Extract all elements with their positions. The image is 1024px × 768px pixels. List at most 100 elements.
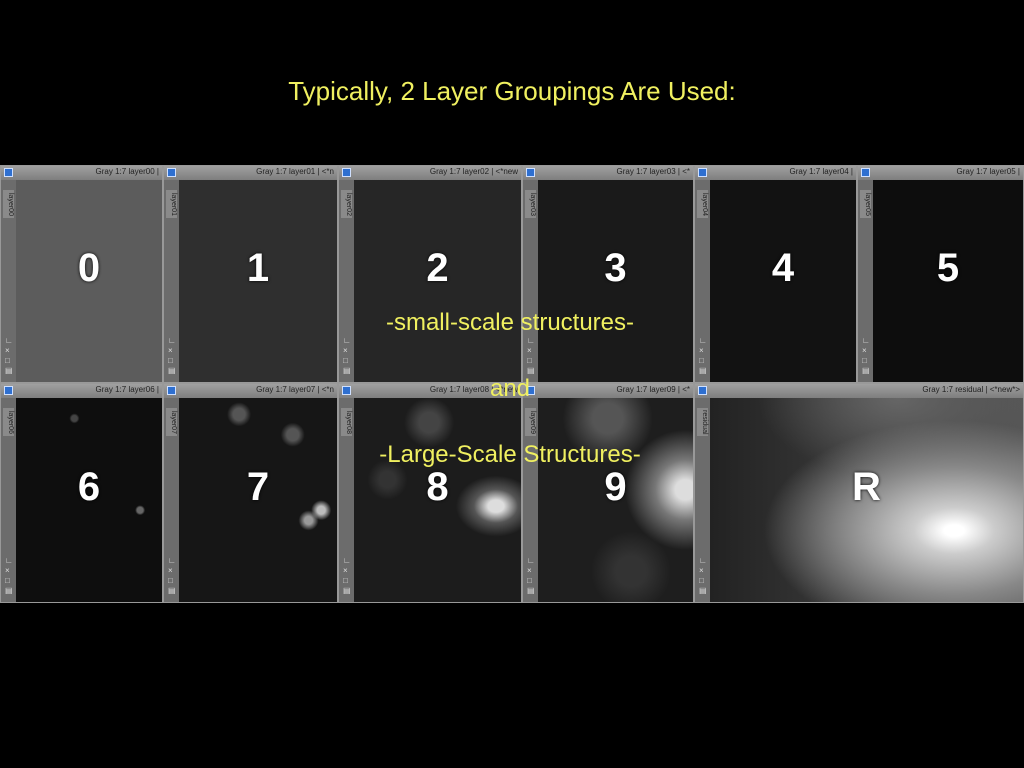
window-title: Gray 1:7 layer04 | (789, 167, 853, 176)
image-window: Gray 1:7 layer00 | layer00 ∟ × □ ▤ 0 (0, 165, 163, 383)
image-window: Gray 1:7 layer08 | <*new layer08 ∟ × □ ▤ 8 (338, 383, 522, 603)
tab-strip: layer04 ∟ × □ ▤ (695, 180, 710, 382)
tab-strip: layer06 ∟ × □ ▤ (1, 398, 16, 602)
overlay-text: -small-scale structures- (385, 309, 635, 336)
title-bar: Gray 1:7 layer00 | (1, 166, 162, 180)
tab-strip: layer08 ∟ × □ ▤ (339, 398, 354, 602)
window-title: Gray 1:7 layer09 | <* (616, 385, 690, 394)
title-bar: Gray 1:7 layer09 | <* (523, 384, 693, 398)
layer-label: 5 (936, 246, 960, 290)
title-bar: Gray 1:7 layer01 | <*n (164, 166, 337, 180)
strip-icons: ∟ × □ ▤ (343, 336, 351, 375)
strip-icons: ∟ × □ ▤ (5, 336, 13, 375)
image-window: Gray 1:7 layer03 | <* layer03 ∟ × □ ▤ 3 (522, 165, 694, 383)
title-bar: Gray 1:7 layer06 | (1, 384, 162, 398)
layer-label: 8 (426, 465, 449, 509)
layer-label: 2 (426, 246, 449, 290)
image-view (354, 398, 521, 602)
image-view (179, 398, 337, 602)
title-bar: Gray 1:7 layer03 | <* (523, 166, 693, 180)
image-view (873, 180, 1023, 382)
title-bar: Gray 1:7 layer07 | <*n (164, 384, 337, 398)
strip-icons: ∟ × □ ▤ (699, 556, 707, 595)
layer-label: 9 (604, 465, 627, 509)
window-icon (526, 168, 535, 177)
layer-label: 3 (604, 246, 627, 290)
window-icon (4, 168, 13, 177)
title-bar: Gray 1:7 layer08 | <*new (339, 384, 521, 398)
window-title: Gray 1:7 layer03 | <* (616, 167, 690, 176)
title-bar: Gray 1:7 layer05 | (858, 166, 1023, 180)
tab-strip: layer01 ∟ × □ ▤ (164, 180, 179, 382)
layer-label: 7 (246, 465, 270, 509)
strip-icons: ∟ × □ ▤ (527, 336, 535, 375)
window-icon (861, 168, 870, 177)
image-window: Gray 1:7 layer01 | <*n layer01 ∟ × □ ▤ 1 (163, 165, 338, 383)
image-window: Gray 1:7 residual | <*new*> residual ∟ × □ ▤ R (694, 383, 1024, 603)
tab-strip: layer02 ∟ × □ ▤ (339, 180, 354, 382)
tab-strip: layer03 ∟ × □ ▤ (523, 180, 538, 382)
overlay-text: and (489, 375, 531, 402)
tab-strip: layer09 ∟ × □ ▤ (523, 398, 538, 602)
title-bar: Gray 1:7 residual | <*new*> (695, 384, 1023, 398)
window-icon (342, 386, 351, 395)
window-icon (167, 168, 176, 177)
window-title: Gray 1:7 layer07 | <*n (256, 385, 334, 394)
window-icon (167, 386, 176, 395)
image-view (16, 180, 162, 382)
image-window: Gray 1:7 layer06 | layer06 ∟ × □ ▤ 6 (0, 383, 163, 603)
strip-icons: ∟ × □ ▤ (862, 336, 870, 375)
tab-strip: layer07 ∟ × □ ▤ (164, 398, 179, 602)
window-title: Gray 1:7 layer00 | (95, 167, 159, 176)
layer-label: 4 (771, 246, 795, 290)
image-view (538, 398, 693, 602)
layer-label: 6 (77, 465, 101, 509)
strip-icons: ∟ × □ ▤ (168, 556, 176, 595)
view-tab: layer07 (166, 408, 177, 436)
window-icon (698, 386, 707, 395)
image-window: Gray 1:7 layer07 | <*n layer07 ∟ × □ ▤ 7 (163, 383, 338, 603)
window-title: Gray 1:7 layer01 | <*n (256, 167, 334, 176)
window-icon (526, 386, 535, 395)
layer-label: R (852, 465, 881, 509)
image-view (16, 398, 162, 602)
tab-strip: residual ∟ × □ ▤ (695, 398, 710, 602)
window-title: Gray 1:7 residual | <*new*> (922, 385, 1020, 394)
view-tab: layer08 (341, 408, 352, 436)
window-icon (342, 168, 351, 177)
view-tab: layer06 (3, 408, 14, 436)
window-icon (698, 168, 707, 177)
overlay-text: -Large-Scale Structures- (379, 441, 641, 468)
strip-icons: ∟ × □ ▤ (699, 336, 707, 375)
strip-icons: ∟ × □ ▤ (527, 556, 535, 595)
view-tab: layer02 (341, 190, 352, 218)
window-title: Gray 1:7 layer06 | (95, 385, 159, 394)
image-window: Gray 1:7 layer05 | layer05 ∟ × □ ▤ 5 (857, 165, 1024, 383)
image-window: Gray 1:7 layer09 | <* layer09 ∟ × □ ▤ 9 (522, 383, 694, 603)
layer-label: 0 (77, 246, 101, 290)
view-tab: layer01 (166, 190, 177, 218)
title-bar: Gray 1:7 layer04 | (695, 166, 856, 180)
image-view (710, 180, 856, 382)
image-view (179, 180, 337, 382)
view-tab: layer05 (860, 190, 871, 218)
layer-label: 1 (246, 246, 270, 290)
window-title: Gray 1:7 layer08 | <*new (429, 385, 518, 394)
view-tab: residual (697, 408, 708, 436)
strip-icons: ∟ × □ ▤ (168, 336, 176, 375)
image-window: Gray 1:7 layer02 | <*new layer02 ∟ × □ ▤ 2 (338, 165, 522, 383)
view-tab: layer03 (525, 190, 536, 218)
tab-strip: layer05 ∟ × □ ▤ (858, 180, 873, 382)
view-tab: layer04 (697, 190, 708, 218)
view-tab: layer09 (525, 408, 536, 436)
view-tab: layer00 (3, 190, 14, 218)
image-view (538, 180, 693, 382)
tab-strip: layer00 ∟ × □ ▤ (1, 180, 16, 382)
image-view (354, 180, 521, 382)
slide-title: Typically, 2 Layer Groupings Are Used: (288, 76, 736, 106)
window-title: Gray 1:7 layer02 | <*new (429, 167, 518, 176)
title-bar: Gray 1:7 layer02 | <*new (339, 166, 521, 180)
image-window: Gray 1:7 layer04 | layer04 ∟ × □ ▤ 4 (694, 165, 857, 383)
strip-icons: ∟ × □ ▤ (343, 556, 351, 595)
